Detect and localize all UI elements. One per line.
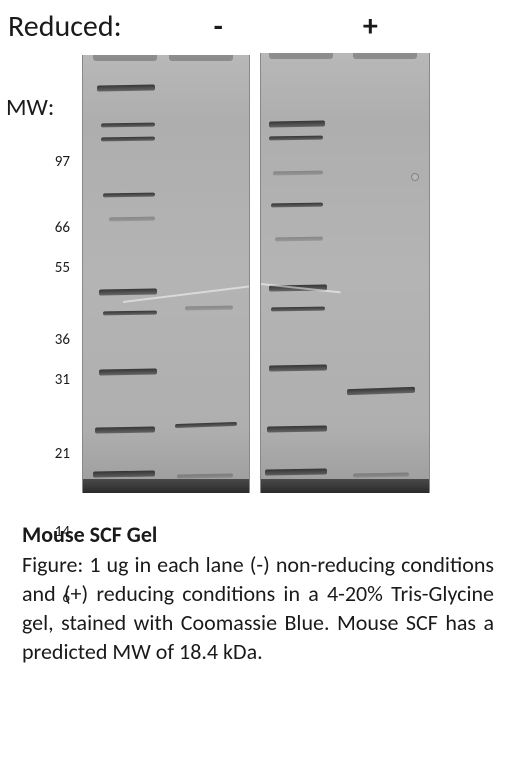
mw-value: 55 [44, 259, 70, 277]
caption-title: Mouse SCF Gel [22, 521, 494, 548]
gel-footer [261, 479, 429, 493]
ladder-band [265, 468, 327, 475]
ladder-band [269, 364, 327, 371]
ladder-band [269, 136, 323, 141]
reducing-symbol: + [363, 8, 378, 45]
ladder-band [271, 307, 325, 312]
mw-value: 14 [44, 523, 70, 541]
sample-band [185, 306, 233, 311]
ladder-band [271, 203, 323, 208]
ladder-band [101, 137, 155, 142]
ladder-band [95, 426, 155, 433]
ladder-band [103, 311, 157, 316]
ladder-band [99, 288, 157, 295]
sample-band [175, 422, 237, 428]
mw-value: 66 [44, 219, 70, 237]
ladder-band [103, 193, 155, 198]
gel-well [93, 55, 157, 61]
non-reducing-symbol: - [214, 8, 223, 45]
mw-values: 97 66 55 36 31 21 14 6 [44, 153, 70, 607]
sample-band [347, 387, 415, 395]
mw-value: 21 [44, 445, 70, 463]
gel-lane-reducing [260, 53, 430, 493]
ladder-band [101, 123, 155, 128]
ladder-band [267, 425, 327, 432]
ladder-band [93, 470, 155, 477]
sample-band [177, 474, 233, 479]
caption-text: Figure: 1 ug in each lane (-) non-reduci… [22, 550, 494, 666]
gel-area: MW: 976655363121146 [0, 53, 516, 503]
mw-value: 6 [44, 589, 70, 607]
mw-label: MW: [6, 93, 54, 122]
ladder-band [273, 171, 323, 176]
gel-lane-non-reducing [82, 55, 250, 493]
gel-well [169, 55, 233, 61]
ladder-band [109, 217, 155, 222]
gel-footer [83, 479, 249, 493]
gel-well [269, 53, 333, 59]
gel-well [353, 53, 417, 59]
figure-caption: Mouse SCF Gel Figure: 1 ug in each lane … [0, 503, 516, 666]
ladder-band [97, 84, 155, 91]
ladder-band [275, 237, 323, 242]
mw-value: 31 [44, 371, 70, 389]
gel-artifact [411, 173, 419, 181]
sample-band [353, 473, 409, 478]
mw-value: 97 [44, 153, 70, 171]
reduced-label: Reduced: [8, 8, 122, 45]
mw-value: 36 [44, 331, 70, 349]
header-row: Reduced: - + [0, 0, 516, 49]
ladder-band [99, 368, 157, 375]
ladder-band [269, 121, 325, 128]
